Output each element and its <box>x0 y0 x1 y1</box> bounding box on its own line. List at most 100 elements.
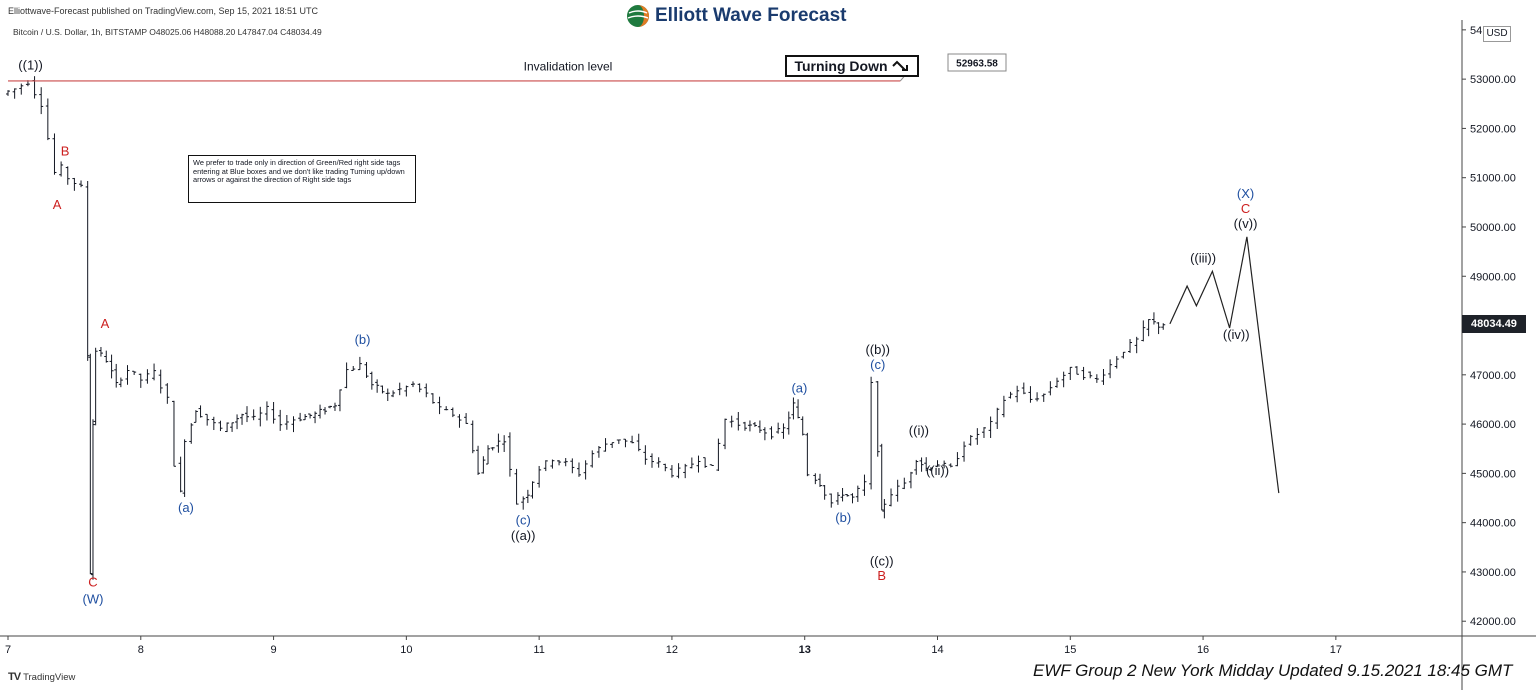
y-tick-label: 52000.00 <box>1470 123 1516 135</box>
price-bar <box>752 421 757 427</box>
price-bar <box>189 423 194 444</box>
price-bar <box>470 420 475 454</box>
price-bar <box>437 396 442 415</box>
price-bar <box>90 419 95 580</box>
price-bar <box>800 416 805 436</box>
price-bar <box>850 493 855 504</box>
signal-label: Turning Down <box>794 58 888 74</box>
price-bar <box>981 427 986 438</box>
price-bar <box>138 373 143 388</box>
y-tick-label: 46000.00 <box>1470 419 1516 431</box>
price-bar <box>114 363 119 388</box>
price-bar <box>271 401 276 424</box>
price-bar <box>235 414 240 430</box>
price-bar <box>942 460 947 469</box>
price-bar <box>1094 374 1099 383</box>
x-tick-label: 9 <box>271 644 277 656</box>
projection-line <box>1169 236 1280 494</box>
price-bar <box>935 460 940 468</box>
wave-label: ((b)) <box>865 342 890 357</box>
turning-down-signal: Turning Down <box>785 55 919 77</box>
price-bar <box>328 405 333 409</box>
price-bar <box>32 76 37 99</box>
wave-label: ((ii)) <box>926 463 949 478</box>
price-bar <box>225 422 230 433</box>
price-bar <box>284 415 289 430</box>
price-bar <box>696 455 701 473</box>
wave-label: B <box>877 568 886 583</box>
price-bar <box>525 489 530 504</box>
price-bar <box>769 426 774 440</box>
price-bar <box>323 407 328 415</box>
price-bar <box>430 393 435 404</box>
price-bar <box>1108 359 1113 379</box>
price-bar <box>52 133 57 175</box>
price-bar <box>1101 368 1106 385</box>
price-bar <box>1048 381 1053 396</box>
price-bar <box>6 90 10 96</box>
y-tick-label: 53000.00 <box>1470 74 1516 86</box>
tradingview-brand[interactable]: TV TradingView <box>8 671 75 683</box>
price-bar <box>786 411 791 435</box>
x-tick-label: 11 <box>533 644 544 656</box>
price-bar <box>230 422 235 432</box>
price-bar <box>303 414 308 421</box>
price-bar <box>264 401 269 421</box>
price-bar <box>968 435 973 446</box>
price-bar <box>496 433 501 453</box>
y-tick-label: 45000.00 <box>1470 468 1516 480</box>
wave-label: C <box>88 575 97 590</box>
price-bar <box>781 423 786 439</box>
price-bar <box>65 166 70 185</box>
price-bar <box>776 422 781 434</box>
price-bar <box>171 400 176 467</box>
price-bar <box>829 493 834 508</box>
x-tick-label: 16 <box>1197 644 1209 656</box>
price-bar <box>537 465 542 488</box>
currency-badge[interactable]: USD <box>1483 26 1511 42</box>
y-tick-label: 51000.00 <box>1470 173 1516 185</box>
price-bar <box>928 467 933 472</box>
price-bar <box>1128 339 1133 353</box>
x-tick-label: 17 <box>1330 644 1342 656</box>
y-tick-label: 47000.00 <box>1470 370 1516 382</box>
update-footer: EWF Group 2 New York Midday Updated 9.15… <box>1033 661 1513 680</box>
price-bar <box>211 416 216 431</box>
price-bar <box>757 420 762 433</box>
price-bar <box>193 410 198 423</box>
x-axis[interactable]: 7 8 9 10 11 12 13 14 15 16 17 <box>5 636 1342 656</box>
projection-path <box>1169 236 1280 494</box>
invalidation-label: Invalidation level <box>524 59 613 73</box>
wave-label: C <box>1241 201 1250 216</box>
price-bar <box>1121 351 1126 359</box>
price-bar <box>663 463 668 472</box>
last-price-tag: 48034.49 <box>1462 315 1526 333</box>
price-bar <box>85 180 90 361</box>
price-bar <box>332 402 337 411</box>
price-bar <box>1028 386 1033 403</box>
price-bar <box>481 456 486 474</box>
price-bar <box>1015 385 1020 403</box>
price-bar <box>251 409 256 421</box>
price-bar <box>132 370 137 375</box>
price-bar <box>457 414 462 428</box>
price-bar <box>879 443 884 511</box>
price-bar <box>1141 320 1146 342</box>
price-bar <box>636 433 641 452</box>
price-bar <box>104 350 109 363</box>
price-bars <box>6 76 1166 580</box>
price-bar <box>875 381 880 457</box>
price-bar <box>596 446 601 458</box>
price-bar <box>476 445 481 475</box>
price-bar <box>158 369 163 394</box>
x-tick-label: 7 <box>5 644 11 656</box>
invalidation-value-box <box>947 53 1007 72</box>
y-tick-label: 43000.00 <box>1470 567 1516 579</box>
price-bar <box>337 389 342 412</box>
price-bar <box>351 365 356 371</box>
price-bar <box>1035 392 1040 402</box>
price-bar <box>610 442 615 448</box>
price-bar <box>709 464 714 466</box>
price-bar <box>1041 393 1046 402</box>
